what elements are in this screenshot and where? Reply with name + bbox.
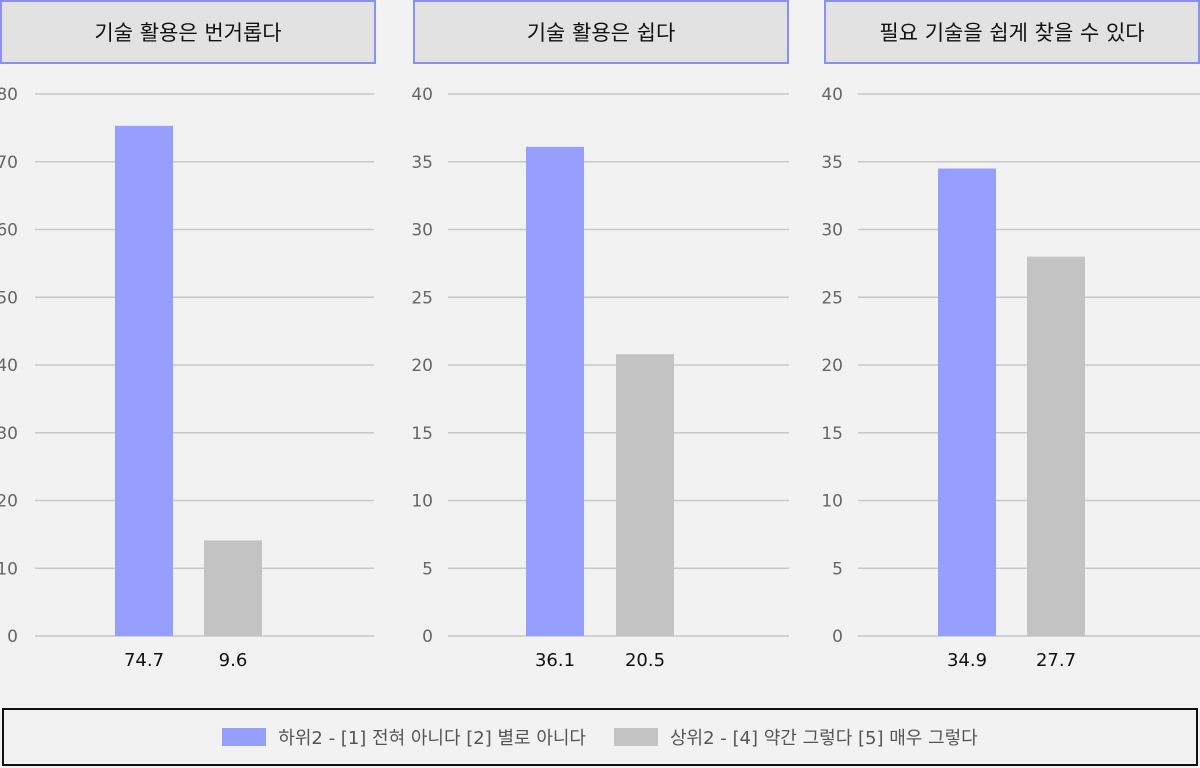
bar-low-2	[938, 168, 996, 636]
bar-low-1	[526, 146, 584, 636]
y-tick-label-0-3: 30	[0, 424, 18, 444]
y-tick-label-0-1: 10	[0, 559, 18, 579]
y-tick-label-2-0: 0	[832, 627, 843, 647]
legend-label-high: 상위2 - [4] 약간 그렇다 [5] 매우 그렇다	[670, 728, 978, 749]
y-tick-label-1-7: 35	[411, 153, 433, 173]
legend-swatch-low	[222, 728, 267, 746]
data-label-low-0: 74.7	[124, 650, 164, 671]
y-tick-label-1-2: 10	[411, 492, 433, 512]
y-tick-label-1-5: 25	[411, 288, 433, 308]
legend-label-low: 하위2 - [1] 전혀 아니다 [2] 별로 아니다	[278, 728, 586, 749]
y-tick-label-2-4: 20	[821, 356, 843, 376]
data-label-high-2: 27.7	[1036, 650, 1076, 671]
y-tick-label-2-7: 35	[821, 153, 843, 173]
bar-high-2	[1027, 256, 1085, 636]
y-tick-label-0-8: 80	[0, 85, 18, 105]
y-tick-label-0-0: 0	[7, 627, 18, 647]
bar-high-1	[616, 354, 674, 636]
y-tick-label-1-3: 15	[411, 424, 433, 444]
y-tick-label-2-2: 10	[821, 492, 843, 512]
y-tick-label-0-7: 70	[0, 153, 18, 173]
y-tick-label-1-0: 0	[422, 627, 433, 647]
data-label-low-1: 36.1	[535, 650, 575, 671]
y-tick-label-2-1: 5	[832, 559, 843, 579]
y-tick-label-0-6: 60	[0, 221, 18, 241]
y-tick-label-1-6: 30	[411, 221, 433, 241]
data-label-low-2: 34.9	[947, 650, 987, 671]
data-label-high-1: 20.5	[625, 650, 665, 671]
y-tick-label-1-1: 5	[422, 559, 433, 579]
y-tick-label-2-6: 30	[821, 221, 843, 241]
y-tick-label-2-5: 25	[821, 288, 843, 308]
y-tick-label-2-3: 15	[821, 424, 843, 444]
y-tick-label-0-2: 20	[0, 492, 18, 512]
legend-item-low: 하위2 - [1] 전혀 아니다 [2] 별로 아니다	[222, 724, 586, 750]
bar-high-0	[204, 540, 262, 636]
legend: 하위2 - [1] 전혀 아니다 [2] 별로 아니다 상위2 - [4] 약간…	[2, 708, 1198, 766]
y-tick-label-1-4: 20	[411, 356, 433, 376]
data-label-high-0: 9.6	[219, 650, 248, 671]
chart-title-0: 기술 활용은 번거롭다	[0, 0, 376, 64]
y-tick-label-2-8: 40	[821, 85, 843, 105]
chart-title-1: 기술 활용은 쉽다	[413, 0, 789, 64]
bar-low-0	[115, 125, 173, 636]
y-tick-label-0-4: 40	[0, 356, 18, 376]
legend-swatch-high	[614, 728, 658, 746]
chart-title-2: 필요 기술을 쉽게 찾을 수 있다	[824, 0, 1200, 64]
y-tick-label-0-5: 50	[0, 288, 18, 308]
legend-item-high: 상위2 - [4] 약간 그렇다 [5] 매우 그렇다	[614, 724, 978, 750]
y-tick-label-1-8: 40	[411, 85, 433, 105]
